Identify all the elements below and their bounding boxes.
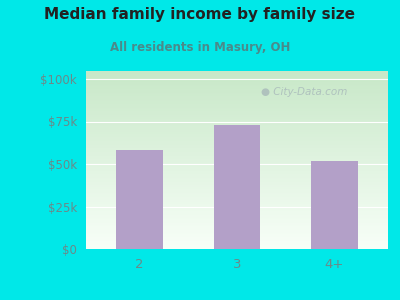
- Bar: [214, 125, 260, 249]
- Text: ● City-Data.com: ● City-Data.com: [261, 87, 348, 97]
- Text: Median family income by family size: Median family income by family size: [44, 8, 356, 22]
- Text: All residents in Masury, OH: All residents in Masury, OH: [110, 40, 290, 53]
- Bar: [311, 160, 358, 249]
- Bar: [116, 150, 163, 249]
